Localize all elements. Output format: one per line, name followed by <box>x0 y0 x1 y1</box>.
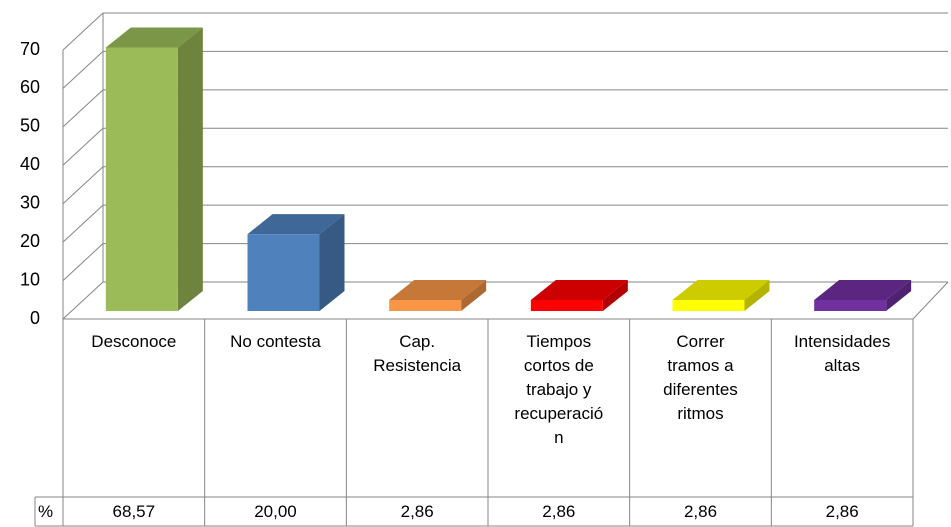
value-label: 2,86 <box>683 502 718 521</box>
grid-line <box>62 281 104 320</box>
bar-top <box>672 280 770 301</box>
category-label: Cap. Resistencia <box>373 332 462 375</box>
category-label: Tiempos cortos de trabajo y recuperación <box>514 332 604 447</box>
category-label: Intensidades altas <box>793 332 891 375</box>
bar-side <box>886 280 912 311</box>
grid-line <box>62 51 104 89</box>
grid-line <box>62 89 104 128</box>
bar-side <box>602 280 628 311</box>
y-tick-label: 70 <box>20 39 40 59</box>
bar <box>814 300 887 311</box>
grid-line <box>62 12 104 51</box>
category-label: No contesta <box>230 332 321 351</box>
y-tick-label: 60 <box>20 77 40 97</box>
bar-top <box>247 214 345 235</box>
bar <box>247 234 320 311</box>
grid-line <box>62 166 104 205</box>
bar <box>389 300 462 311</box>
bar-side <box>461 280 487 311</box>
y-tick-label: 20 <box>20 231 40 251</box>
y-tick-label: 0 <box>30 308 40 328</box>
value-label: 68,57 <box>112 502 156 521</box>
bar <box>672 300 745 311</box>
bar <box>530 300 603 311</box>
floor-edge <box>912 281 949 320</box>
bar-top <box>389 280 487 301</box>
grid-line <box>62 204 104 243</box>
y-tick-label: 30 <box>20 192 40 212</box>
bar-side <box>319 214 345 311</box>
bar <box>105 47 178 311</box>
bar-top <box>814 280 912 301</box>
bar-top <box>530 280 628 301</box>
value-label: 20,00 <box>254 502 297 521</box>
bar-side <box>177 27 203 311</box>
category-label: Correr tramos a diferentes ritmos <box>663 332 738 423</box>
y-tick-label: 40 <box>20 154 40 174</box>
value-label: 2,86 <box>542 502 576 521</box>
value-label: 2,86 <box>400 502 434 521</box>
row-header: % <box>38 502 54 521</box>
bar-top <box>105 27 203 48</box>
bar-side <box>744 280 770 311</box>
category-label: Desconoce <box>91 332 177 351</box>
value-label: 2,86 <box>825 502 859 521</box>
y-tick-label: 50 <box>20 116 40 136</box>
grid-line <box>62 127 104 166</box>
y-tick-label: 10 <box>20 269 40 289</box>
grid-line <box>62 243 104 281</box>
